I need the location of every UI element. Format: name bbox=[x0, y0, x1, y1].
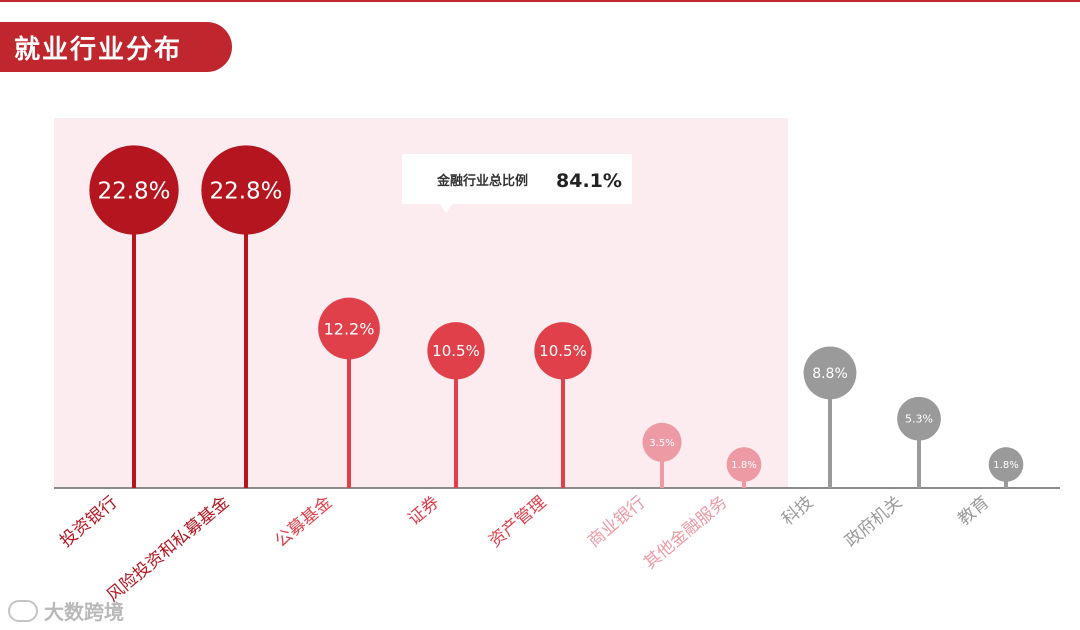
bubble-value-label: 10.5% bbox=[432, 342, 480, 360]
section-title-tab: 就业行业分布 bbox=[0, 22, 232, 72]
watermark-logo-icon bbox=[8, 599, 38, 622]
top-rule bbox=[0, 0, 1080, 2]
bubble-value-label: 22.8% bbox=[209, 178, 282, 204]
category-label: 公募基金 bbox=[271, 493, 336, 552]
lollipop-bubble bbox=[201, 145, 291, 235]
category-label: 投资银行 bbox=[56, 493, 121, 552]
lollipop-bubble bbox=[427, 322, 485, 380]
category-label: 政府机关 bbox=[841, 493, 906, 552]
category-label: 其他金融服务 bbox=[640, 493, 731, 574]
bubble-value-label: 22.8% bbox=[97, 178, 170, 204]
bubble-value-label: 1.8% bbox=[731, 460, 756, 471]
category-label: 科技 bbox=[778, 493, 817, 530]
category-label: 证券 bbox=[404, 493, 443, 530]
lollipop-bubble bbox=[318, 297, 380, 360]
bubble-value-label: 8.8% bbox=[812, 366, 848, 382]
lollipop-bubble bbox=[534, 322, 592, 380]
category-label: 教育 bbox=[954, 493, 993, 530]
watermark-text: 大数跨境 bbox=[44, 600, 124, 624]
bubble-value-label: 10.5% bbox=[539, 342, 587, 360]
bubble-value-label: 5.3% bbox=[905, 413, 933, 426]
bubble-value-label: 1.8% bbox=[993, 460, 1018, 471]
lollipop-bubble bbox=[89, 145, 179, 235]
lollipop-bubble bbox=[803, 346, 857, 400]
lollipop-bubble bbox=[897, 396, 941, 441]
category-label: 商业银行 bbox=[584, 493, 649, 552]
category-label: 资产管理 bbox=[485, 493, 550, 552]
bubble-value-label: 3.5% bbox=[649, 438, 674, 449]
lollipop-bubble bbox=[642, 422, 682, 462]
callout-box: 金融行业总比例 84.1% bbox=[402, 154, 632, 213]
callout-value: 84.1% bbox=[556, 170, 622, 192]
lollipop-bubble bbox=[726, 447, 762, 482]
watermark: 大数跨境 bbox=[8, 596, 124, 625]
section-title: 就业行业分布 bbox=[14, 34, 183, 65]
callout-label: 金融行业总比例 bbox=[436, 173, 528, 189]
lollipop-bubble bbox=[988, 447, 1024, 482]
category-label: 风险投资和私募基金 bbox=[103, 493, 233, 607]
bubble-value-label: 12.2% bbox=[324, 319, 375, 338]
